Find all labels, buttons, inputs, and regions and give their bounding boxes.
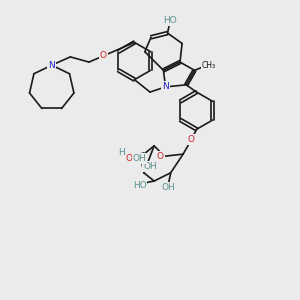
Text: O: O	[188, 135, 195, 144]
Text: HO: HO	[133, 181, 146, 190]
Text: OH: OH	[133, 154, 146, 163]
Text: O: O	[157, 152, 164, 161]
Text: OH: OH	[162, 183, 176, 192]
Text: H: H	[118, 148, 124, 157]
Text: N: N	[48, 61, 55, 70]
Text: CH₃: CH₃	[202, 61, 216, 70]
Text: N: N	[162, 82, 169, 91]
Text: OH: OH	[143, 162, 157, 171]
Text: O: O	[126, 154, 133, 163]
Text: O: O	[100, 51, 107, 60]
Text: HO: HO	[163, 16, 176, 25]
